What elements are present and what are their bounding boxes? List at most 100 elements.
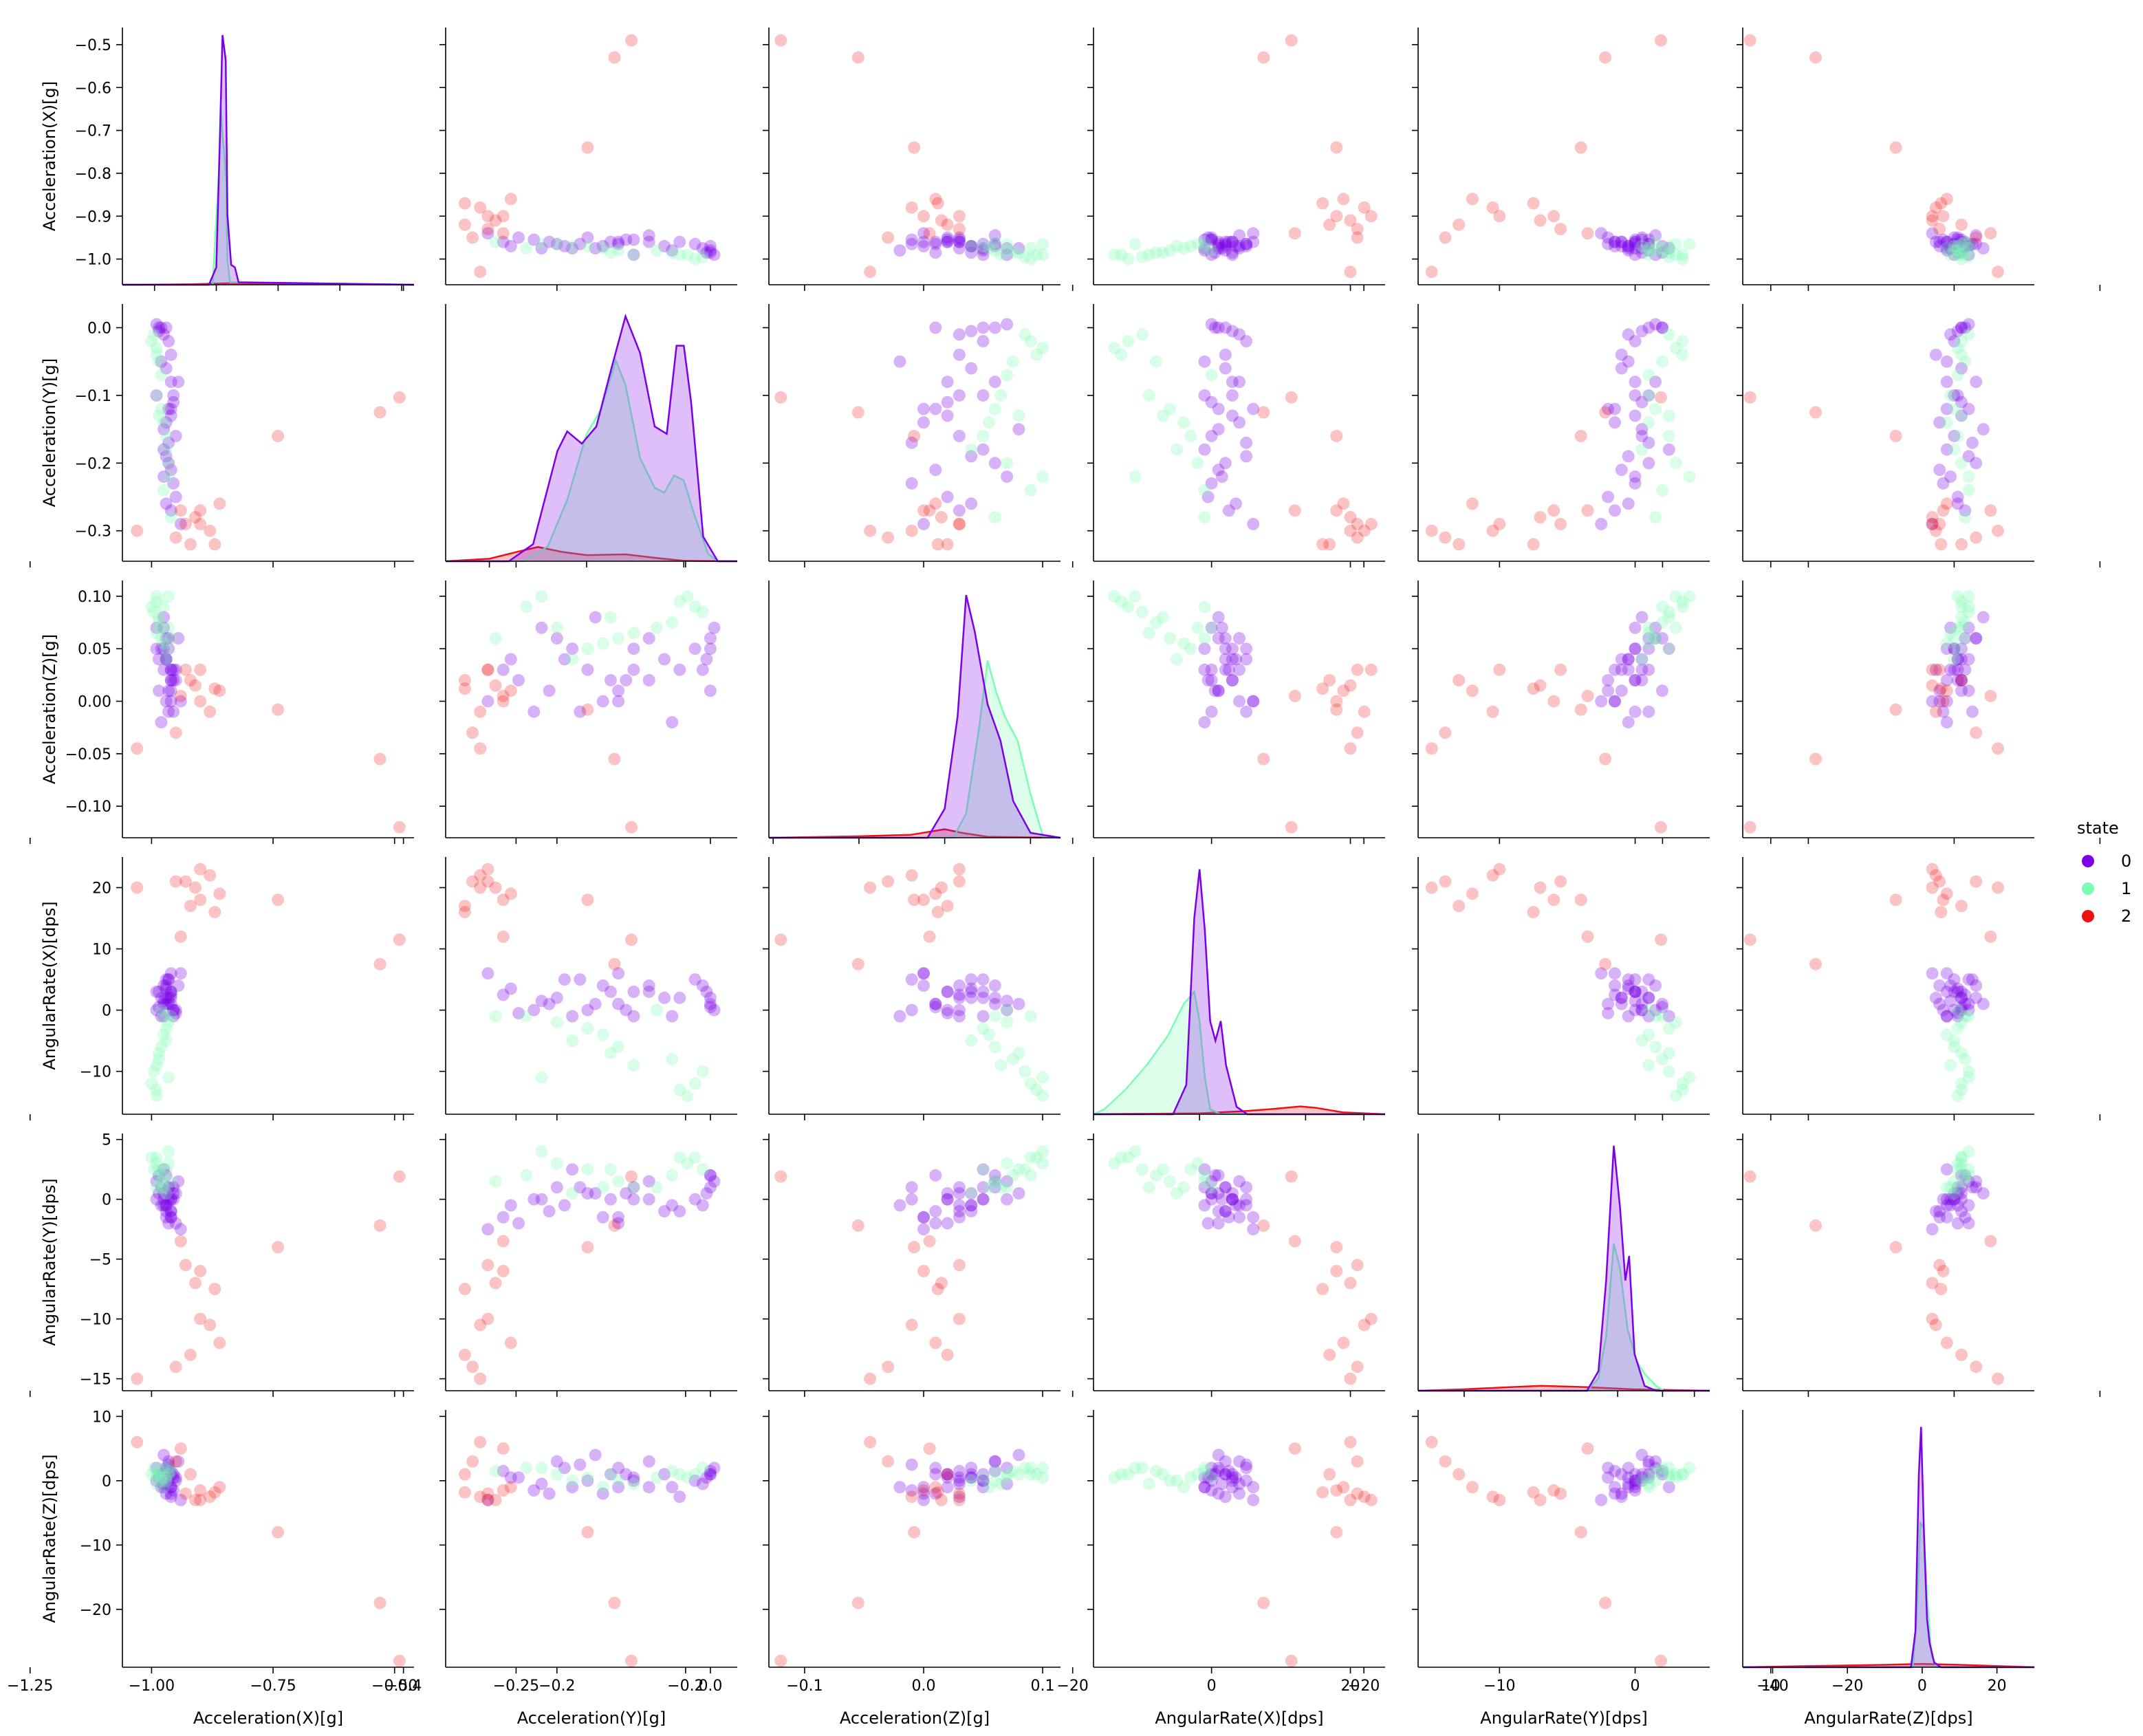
scatter-point [1629,235,1642,248]
scatter-point [1655,821,1667,834]
scatter-point [1212,632,1225,644]
scatter-point [1212,235,1225,248]
scatter-point [157,642,171,655]
scatter-point [1595,967,1608,980]
scatter-point [650,621,663,634]
scatter-point [905,869,918,882]
scatter-point [1929,201,1942,214]
scatter-point [150,627,163,640]
scatter-point [1955,538,1968,551]
scatter-point [965,239,978,252]
scatter-point [1649,632,1662,644]
scatter-point [908,893,921,907]
y-tick-label: −0.3 [75,523,111,541]
scatter-point [1493,517,1506,530]
scatter-point [941,409,954,422]
x-axis-label: Acceleration(X)[g] [193,1708,343,1728]
scatter-point [1940,242,1953,254]
scatter-point [1622,239,1635,252]
scatter-point [1656,684,1668,697]
scatter-point [704,1464,717,1477]
scatter-point [155,1474,168,1487]
scatter-point [160,321,173,334]
scatter-point [1012,1468,1025,1481]
scatter-point [673,991,686,1004]
scatter-point [543,235,556,248]
scatter-point [642,632,655,644]
scatter-point [1358,1490,1371,1504]
scatter-point [1615,663,1628,676]
x-tick-label: 20 [1341,1678,1360,1695]
scatter-point [1929,348,1942,361]
scatter-point [497,227,510,240]
scatter-point [1955,246,1968,259]
scatter-point [162,997,175,1010]
scatter-point [1233,376,1245,389]
scatter-point [1948,1041,1961,1053]
scatter-point [1948,237,1961,250]
scatter-point [688,1151,701,1164]
scatter-point [1554,663,1567,676]
scatter-point [1205,705,1218,718]
scatter-point [160,1169,173,1182]
scatter-point [1629,233,1642,246]
scatter-point [1240,1474,1253,1487]
scatter-point [977,248,990,261]
scatter-point [162,470,175,483]
scatter-point [1493,1493,1506,1506]
scatter-point [1233,1455,1245,1468]
scatter-point [1358,1319,1371,1332]
scatter-point [1662,409,1675,422]
scatter-point [620,674,633,686]
scatter-point [1649,248,1662,261]
scatter-point [162,402,175,415]
kde-line-state-1 [769,660,1060,839]
scatter-point [1966,237,1979,250]
scatter-point [1219,239,1232,252]
scatter-point [1337,497,1350,510]
scatter-point [164,674,177,686]
scatter-point [581,642,594,655]
scatter-point [145,600,158,614]
scatter-point [1574,429,1587,442]
scatter-point [489,1277,502,1290]
scatter-point [1948,335,1961,348]
scatter-point [1948,642,1961,655]
scatter-point [1683,470,1696,483]
scatter-point [1966,705,1979,718]
scatter-point [1164,1175,1176,1188]
scatter-point [162,973,175,986]
scatter-point [1240,239,1253,252]
scatter-point [184,1468,197,1481]
y-tick-label: 20 [92,880,111,898]
scatter-point [1122,1468,1135,1481]
scatter-point [160,1471,173,1484]
scatter-point [1889,429,1902,442]
scatter-point [153,653,165,666]
scatter-point [1001,1181,1014,1194]
scatter-point [535,589,548,603]
scatter-point [1635,653,1649,666]
scatter-point [550,1016,563,1029]
scatter-point [497,210,510,223]
scatter-point [1962,1217,1975,1230]
scatter-point [1948,1034,1961,1048]
scatter-point [1944,663,1957,676]
scatter-point [574,705,587,718]
scatter-point [1635,997,1649,1010]
scatter-point [1351,1487,1364,1500]
scatter-point [620,233,633,246]
scatter-point [1962,973,1975,986]
scatter-point [1629,1481,1642,1494]
scatter-point [1629,470,1642,483]
scatter-point [596,1211,609,1224]
scatter-point [162,436,175,449]
scatter-point [164,1490,177,1504]
scatter-point [612,1462,625,1475]
scatter-point [1602,1007,1615,1020]
scatter-point [481,210,494,223]
scatter-point [1554,223,1567,235]
scatter-point [1629,335,1642,348]
scatter-point [169,1474,182,1487]
scatter-point [1970,875,1983,888]
